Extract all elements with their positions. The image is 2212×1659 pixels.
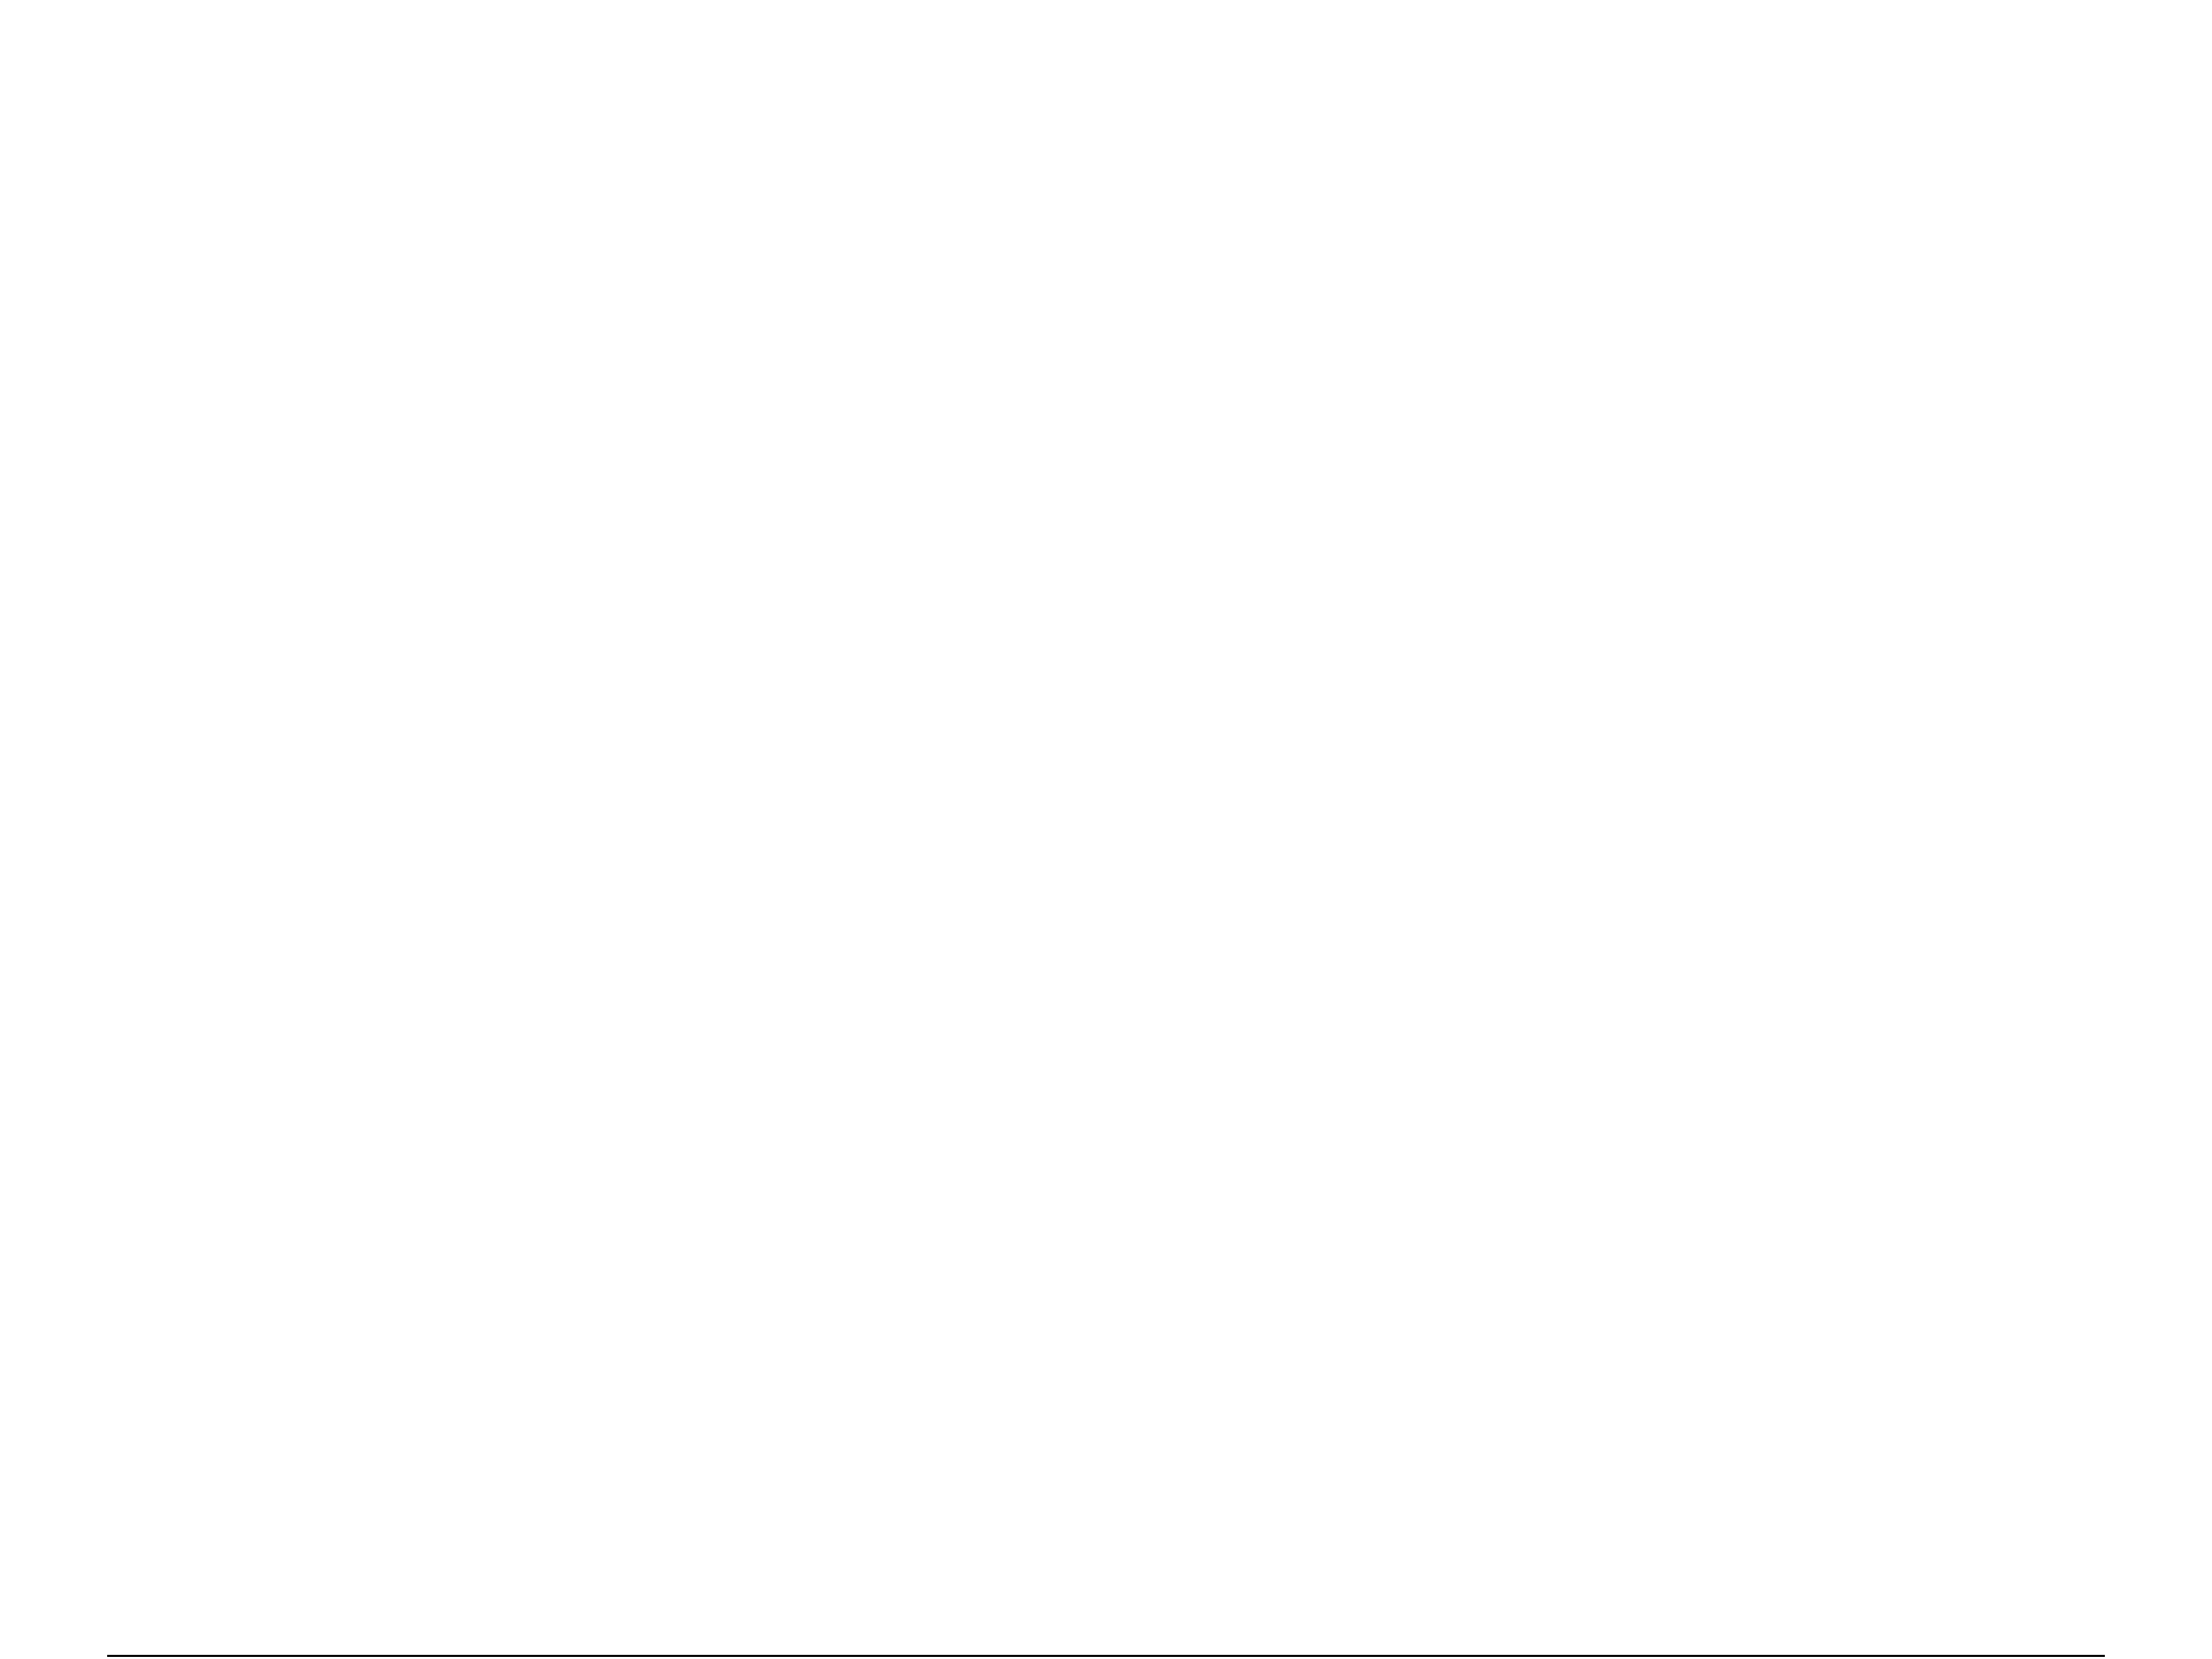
- footer-rule: [107, 1655, 2105, 1657]
